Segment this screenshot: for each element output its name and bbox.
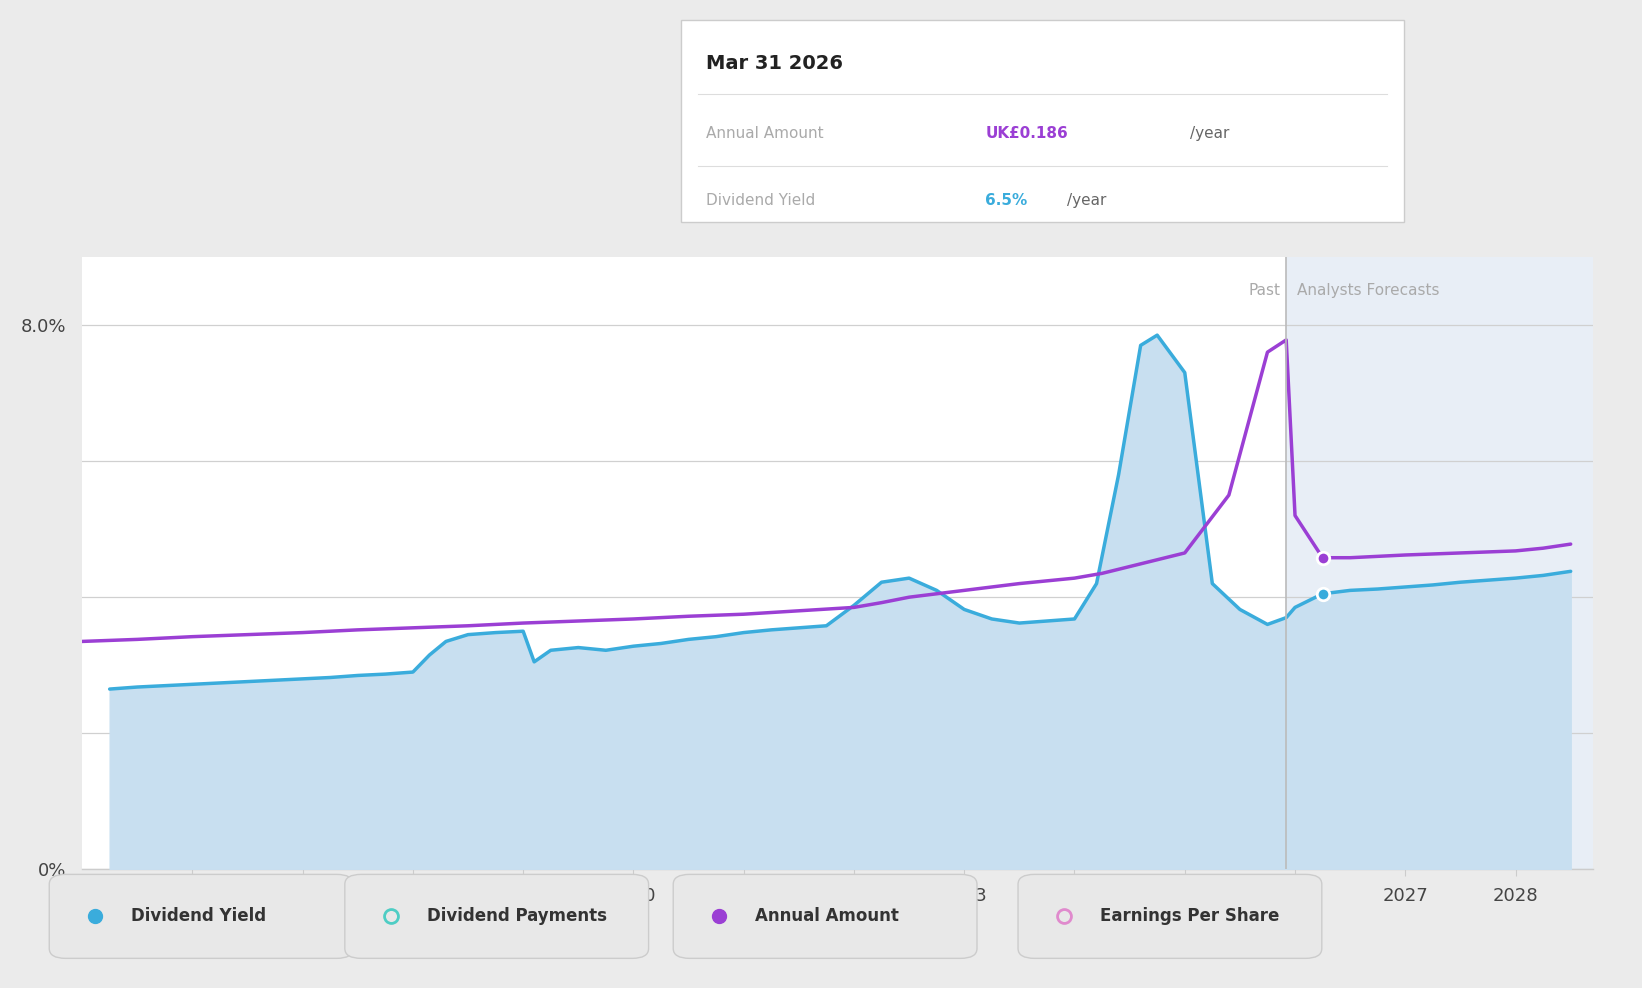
Text: 6.5%: 6.5% bbox=[985, 193, 1028, 208]
Text: /year: /year bbox=[1190, 125, 1230, 141]
Text: Annual Amount: Annual Amount bbox=[706, 125, 824, 141]
FancyBboxPatch shape bbox=[1018, 874, 1322, 958]
Text: Dividend Yield: Dividend Yield bbox=[131, 907, 266, 926]
FancyBboxPatch shape bbox=[49, 874, 353, 958]
Text: Annual Amount: Annual Amount bbox=[755, 907, 900, 926]
Bar bbox=[1286, 257, 1593, 869]
Text: Analysts Forecasts: Analysts Forecasts bbox=[1297, 284, 1440, 298]
FancyBboxPatch shape bbox=[673, 874, 977, 958]
FancyBboxPatch shape bbox=[345, 874, 649, 958]
Text: Mar 31 2026: Mar 31 2026 bbox=[706, 54, 842, 73]
Text: Past: Past bbox=[1248, 284, 1281, 298]
Text: /year: /year bbox=[1067, 193, 1107, 208]
Text: UK£0.186: UK£0.186 bbox=[985, 125, 1067, 141]
Text: Dividend Payments: Dividend Payments bbox=[427, 907, 608, 926]
Text: Dividend Yield: Dividend Yield bbox=[706, 193, 816, 208]
Text: Earnings Per Share: Earnings Per Share bbox=[1100, 907, 1279, 926]
FancyBboxPatch shape bbox=[681, 20, 1404, 222]
